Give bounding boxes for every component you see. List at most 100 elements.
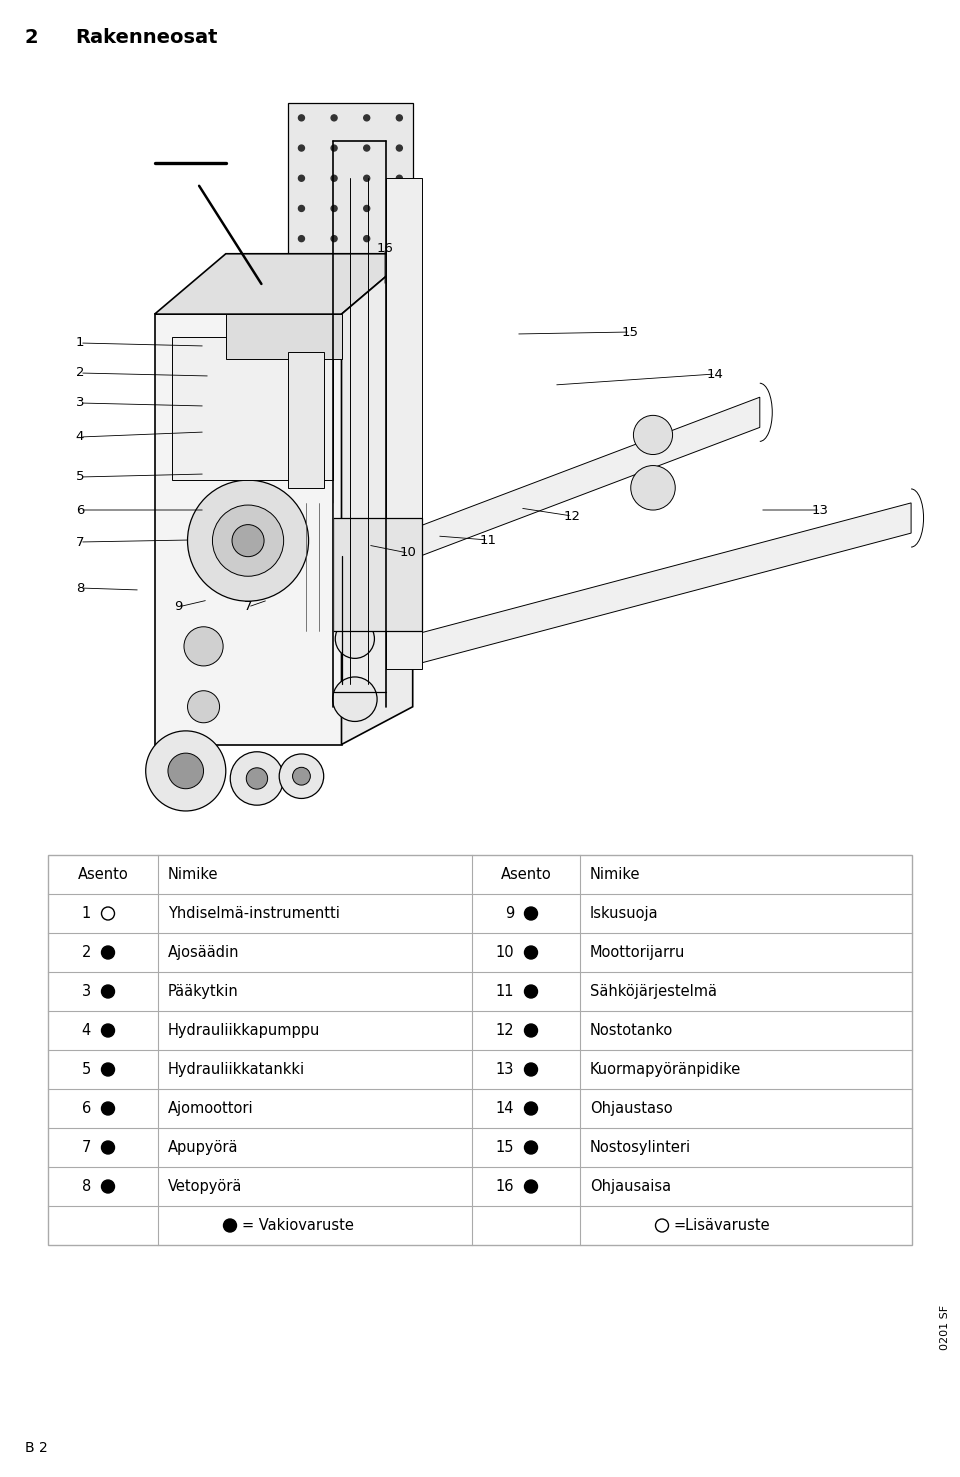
Circle shape	[331, 115, 337, 121]
Text: 13: 13	[495, 1062, 514, 1077]
Circle shape	[224, 1219, 236, 1232]
Bar	[48, 855, 912, 1245]
Circle shape	[102, 945, 114, 959]
Circle shape	[631, 465, 675, 510]
Text: Sähköjärjestelmä: Sähköjärjestelmä	[590, 984, 717, 998]
Circle shape	[331, 176, 337, 182]
Circle shape	[102, 1024, 114, 1037]
Text: 11: 11	[479, 533, 496, 546]
Text: 5: 5	[76, 471, 84, 483]
Text: Nostotanko: Nostotanko	[590, 1024, 673, 1038]
Circle shape	[396, 145, 402, 151]
Text: 15: 15	[495, 1140, 514, 1155]
Text: Hydrauliikkatankki: Hydrauliikkatankki	[168, 1062, 305, 1077]
Circle shape	[524, 1024, 538, 1037]
Text: Nostosylinteri: Nostosylinteri	[590, 1140, 691, 1155]
Text: B 2: B 2	[25, 1442, 48, 1455]
Polygon shape	[155, 254, 413, 315]
Circle shape	[299, 176, 304, 182]
Circle shape	[396, 176, 402, 182]
Text: 6: 6	[76, 504, 84, 517]
Text: 2: 2	[82, 945, 91, 960]
Text: 8: 8	[76, 582, 84, 595]
Text: Yhdiselmä-instrumentti: Yhdiselmä-instrumentti	[168, 905, 340, 922]
Circle shape	[332, 676, 377, 721]
Circle shape	[230, 425, 266, 461]
Text: Moottorijarru: Moottorijarru	[590, 945, 685, 960]
Circle shape	[187, 691, 220, 722]
Circle shape	[331, 145, 337, 151]
Circle shape	[293, 768, 310, 786]
Circle shape	[187, 480, 308, 601]
Circle shape	[210, 405, 285, 480]
Circle shape	[299, 236, 304, 242]
Text: 10: 10	[399, 546, 417, 560]
Polygon shape	[342, 502, 911, 684]
Text: 3: 3	[82, 984, 91, 998]
Circle shape	[524, 1063, 538, 1077]
Circle shape	[168, 753, 204, 789]
Circle shape	[212, 505, 283, 576]
Text: 1: 1	[76, 337, 84, 350]
Text: 7: 7	[76, 536, 84, 548]
Circle shape	[396, 236, 402, 242]
Text: Pääkytkin: Pääkytkin	[168, 984, 239, 998]
Polygon shape	[386, 179, 421, 669]
Circle shape	[299, 205, 304, 211]
Text: 4: 4	[76, 430, 84, 443]
Circle shape	[396, 115, 402, 121]
Text: 9: 9	[505, 905, 514, 922]
Text: 14: 14	[707, 368, 724, 381]
Text: 0201 SF: 0201 SF	[940, 1304, 950, 1350]
Polygon shape	[342, 254, 413, 744]
Circle shape	[299, 115, 304, 121]
Circle shape	[331, 205, 337, 211]
Text: Apupyörä: Apupyörä	[168, 1140, 238, 1155]
Circle shape	[396, 205, 402, 211]
Circle shape	[524, 1142, 538, 1154]
Circle shape	[102, 1180, 114, 1193]
Polygon shape	[288, 352, 324, 487]
Circle shape	[364, 145, 370, 151]
Text: Ohjausaisa: Ohjausaisa	[590, 1179, 671, 1193]
Text: =Lisävaruste: =Lisävaruste	[674, 1219, 770, 1233]
Text: 1: 1	[82, 905, 91, 922]
Polygon shape	[332, 518, 421, 631]
Circle shape	[102, 985, 114, 998]
Text: Ajomoottori: Ajomoottori	[168, 1100, 253, 1117]
Circle shape	[102, 1102, 114, 1115]
Text: 8: 8	[82, 1179, 91, 1193]
Text: = Vakiovaruste: = Vakiovaruste	[242, 1219, 353, 1233]
Circle shape	[524, 907, 538, 920]
Circle shape	[247, 768, 268, 789]
Text: Iskusuoja: Iskusuoja	[590, 905, 659, 922]
Circle shape	[279, 753, 324, 799]
Text: Asento: Asento	[500, 867, 551, 882]
Polygon shape	[244, 284, 288, 337]
Text: Nimike: Nimike	[168, 867, 219, 882]
Circle shape	[364, 205, 370, 211]
Polygon shape	[226, 315, 342, 359]
Text: Kuormapyöränpidike: Kuormapyöränpidike	[590, 1062, 741, 1077]
Text: Vetopyörä: Vetopyörä	[168, 1179, 242, 1193]
Circle shape	[335, 619, 374, 659]
Circle shape	[331, 236, 337, 242]
Text: Rakenneosat: Rakenneosat	[75, 28, 218, 47]
Text: Ajosäädin: Ajosäädin	[168, 945, 239, 960]
Text: 3: 3	[76, 396, 84, 409]
Polygon shape	[173, 337, 332, 480]
Circle shape	[184, 626, 223, 666]
Text: 7: 7	[82, 1140, 91, 1155]
Circle shape	[232, 524, 264, 557]
Text: 13: 13	[811, 504, 828, 517]
Polygon shape	[155, 315, 342, 744]
Circle shape	[364, 115, 370, 121]
Text: 12: 12	[564, 510, 581, 523]
Circle shape	[364, 236, 370, 242]
Circle shape	[634, 415, 673, 455]
Text: 16: 16	[376, 242, 394, 254]
Circle shape	[230, 752, 283, 805]
Text: 14: 14	[495, 1100, 514, 1117]
Text: 10: 10	[495, 945, 514, 960]
Text: 11: 11	[495, 984, 514, 998]
